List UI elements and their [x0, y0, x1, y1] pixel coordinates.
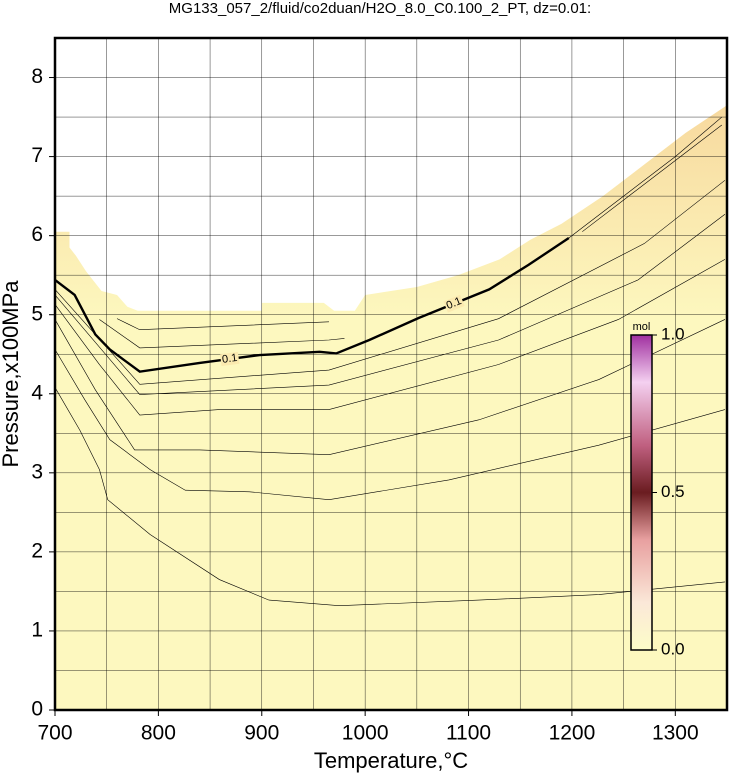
- x-tick-label: 1000: [342, 722, 389, 745]
- colorbar-tick-label: 0.0: [661, 639, 685, 658]
- y-axis-label: Pressure,x100MPa: [0, 280, 23, 468]
- y-tick-label: 5: [31, 302, 43, 325]
- y-tick-label: 3: [31, 460, 43, 483]
- contour-line: [54, 180, 726, 385]
- y-tick-label: 1: [31, 618, 43, 641]
- x-tick-label: 1100: [446, 722, 491, 745]
- x-axis-label: Temperature,°C: [314, 748, 468, 773]
- data-domain: [55, 105, 727, 710]
- x-tick-label: 1300: [652, 722, 699, 745]
- contour-line: [54, 259, 726, 416]
- labeled-contour: [54, 237, 570, 373]
- contour-line: [54, 319, 726, 455]
- contour-line: [54, 349, 726, 501]
- x-tick-label: 1200: [549, 722, 596, 745]
- colorbar-label: mol: [633, 321, 651, 333]
- contour-label-bg: [443, 294, 465, 313]
- contour-line: [54, 387, 725, 606]
- y-tick-label: 8: [31, 65, 43, 88]
- colorbar: [630, 334, 653, 651]
- x-tick-label: 700: [37, 722, 72, 745]
- y-tick-label: 0: [31, 698, 43, 721]
- contour-line: [99, 319, 345, 349]
- x-tick-label: 800: [141, 722, 176, 745]
- colorbar-tick-label: 0.5: [661, 482, 685, 501]
- y-tick-label: 7: [31, 144, 43, 167]
- plot-frame: [53, 36, 729, 712]
- x-tick-label: 900: [244, 722, 279, 745]
- contour-line: [54, 214, 726, 395]
- y-tick-label: 2: [31, 539, 43, 562]
- contour-line: [116, 318, 329, 331]
- y-tick-label: 6: [31, 223, 43, 246]
- contour-line: [568, 116, 723, 239]
- colorbar-tick-label: 1.0: [661, 324, 685, 343]
- contour-line: [582, 124, 723, 232]
- contour-label: 0.1: [221, 352, 238, 366]
- contour-label-bg: [220, 351, 240, 367]
- y-tick-label: 4: [31, 381, 43, 404]
- contour-label: 0.1: [445, 295, 464, 312]
- chart-title: MG133_057_2/fluid/co2duan/H2O_8.0_C0.100…: [169, 0, 591, 17]
